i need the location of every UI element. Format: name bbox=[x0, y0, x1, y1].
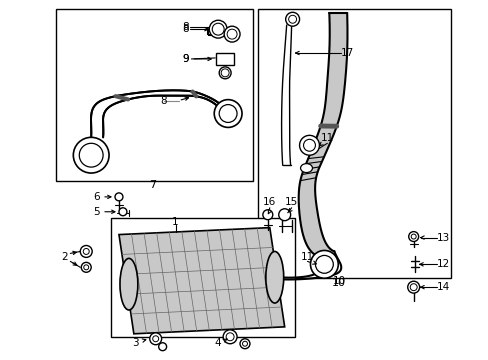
Circle shape bbox=[79, 143, 103, 167]
Circle shape bbox=[224, 26, 240, 42]
Text: 8: 8 bbox=[160, 96, 166, 105]
Circle shape bbox=[158, 343, 166, 351]
Text: 4: 4 bbox=[214, 338, 221, 348]
Circle shape bbox=[263, 210, 272, 220]
Circle shape bbox=[149, 333, 162, 345]
Circle shape bbox=[115, 193, 122, 201]
Circle shape bbox=[83, 265, 88, 270]
Ellipse shape bbox=[120, 258, 138, 310]
Circle shape bbox=[80, 246, 92, 257]
Text: 5: 5 bbox=[93, 207, 99, 217]
Bar bbox=[257, 9, 450, 278]
Circle shape bbox=[221, 69, 229, 77]
Circle shape bbox=[219, 67, 231, 79]
Polygon shape bbox=[119, 228, 284, 334]
Text: 10: 10 bbox=[332, 276, 345, 286]
Text: 9: 9 bbox=[182, 54, 188, 64]
Circle shape bbox=[119, 208, 127, 216]
Text: 15: 15 bbox=[285, 197, 298, 207]
Circle shape bbox=[225, 333, 234, 341]
Text: 8: 8 bbox=[182, 22, 188, 32]
Circle shape bbox=[303, 139, 315, 151]
Circle shape bbox=[299, 135, 319, 155]
Text: 13: 13 bbox=[436, 233, 449, 243]
Bar bbox=[56, 9, 252, 181]
Circle shape bbox=[407, 281, 419, 293]
Text: 3: 3 bbox=[132, 338, 139, 348]
Text: 9: 9 bbox=[182, 54, 188, 64]
Circle shape bbox=[410, 234, 415, 239]
Circle shape bbox=[240, 339, 249, 349]
Text: 10: 10 bbox=[331, 278, 346, 288]
Circle shape bbox=[209, 20, 226, 38]
Circle shape bbox=[214, 100, 242, 127]
Circle shape bbox=[73, 137, 109, 173]
Text: 8: 8 bbox=[182, 24, 188, 34]
Bar bbox=[111, 218, 294, 337]
Bar bbox=[216, 53, 234, 65]
Circle shape bbox=[285, 12, 299, 26]
Circle shape bbox=[278, 209, 290, 221]
Circle shape bbox=[83, 248, 89, 255]
Circle shape bbox=[81, 262, 91, 272]
Circle shape bbox=[219, 105, 237, 122]
Text: 6: 6 bbox=[93, 192, 99, 202]
Circle shape bbox=[310, 251, 338, 278]
Circle shape bbox=[242, 341, 247, 346]
Text: 1: 1 bbox=[172, 217, 179, 227]
Circle shape bbox=[409, 284, 416, 291]
Circle shape bbox=[226, 29, 237, 39]
Ellipse shape bbox=[265, 251, 283, 303]
Text: 17: 17 bbox=[340, 48, 353, 58]
Text: 16: 16 bbox=[263, 197, 276, 207]
Text: 11: 11 bbox=[320, 133, 333, 143]
Circle shape bbox=[212, 23, 224, 35]
Ellipse shape bbox=[300, 164, 312, 172]
Circle shape bbox=[223, 330, 237, 344]
Text: 7: 7 bbox=[149, 180, 156, 190]
Text: 12: 12 bbox=[436, 259, 449, 269]
Text: 2: 2 bbox=[61, 252, 67, 262]
Text: 14: 14 bbox=[436, 282, 449, 292]
Circle shape bbox=[152, 336, 158, 342]
Circle shape bbox=[288, 15, 296, 23]
Polygon shape bbox=[91, 90, 226, 137]
Text: 11: 11 bbox=[300, 252, 313, 262]
Polygon shape bbox=[298, 13, 347, 255]
Circle shape bbox=[315, 255, 333, 273]
Circle shape bbox=[408, 231, 418, 242]
